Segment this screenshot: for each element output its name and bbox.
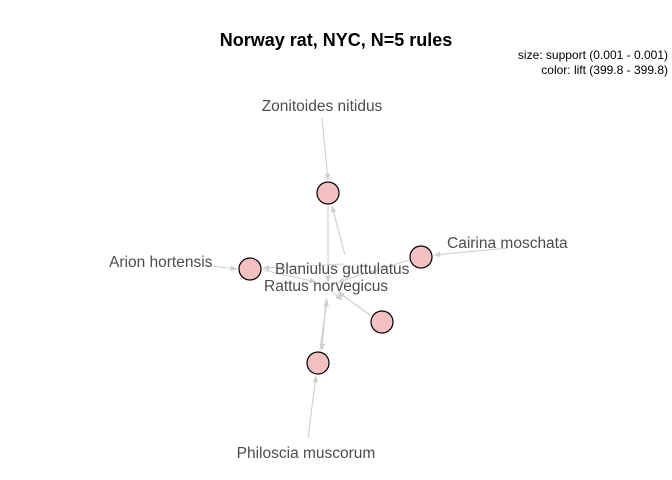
item-label-arion: Arion hortensis (109, 254, 213, 271)
edges (204, 117, 509, 439)
rule-node-r3[interactable] (238, 257, 262, 281)
edge-cairina-to-r2 (433, 247, 509, 258)
edge-zonitoides-to-r1 (321, 117, 331, 181)
legend-color: color: lift (399.8 - 399.8) (541, 63, 668, 77)
item-label-blaniulus: Blaniulus guttulatus (275, 261, 410, 278)
rule-node-r1[interactable] (316, 181, 340, 205)
edge-r2-to-rattus (337, 259, 410, 283)
item-label-philoscia: Philoscia muscorum (237, 445, 376, 462)
edge-arion-to-r3 (204, 264, 238, 271)
edge-extra-1 (319, 297, 327, 351)
edge-philoscia-to-r5 (307, 375, 318, 439)
edge-r4-to-rattus (337, 291, 371, 316)
edge-extra-2 (329, 289, 343, 301)
rule-node-r4[interactable] (370, 310, 394, 334)
rule-node-r5[interactable] (306, 351, 330, 375)
legend-size: size: support (0.001 - 0.001) (518, 48, 668, 62)
item-label-zonitoides: Zonitoides nitidus (262, 98, 383, 115)
edge-blaniulus-to-r4 (330, 205, 346, 256)
chart-title: Norway rat, NYC, N=5 rules (220, 30, 453, 50)
item-labels: Zonitoides nitidus Cairina moschata Arion … (109, 98, 568, 462)
item-label-cairina: Cairina moschata (447, 235, 568, 252)
edge-extra-0 (262, 263, 345, 271)
rule-node-r2[interactable] (409, 245, 433, 269)
rule-nodes (238, 181, 433, 375)
edge-r3-to-rattus (262, 269, 317, 284)
item-label-rattus: Rattus norvegicus (264, 278, 388, 295)
